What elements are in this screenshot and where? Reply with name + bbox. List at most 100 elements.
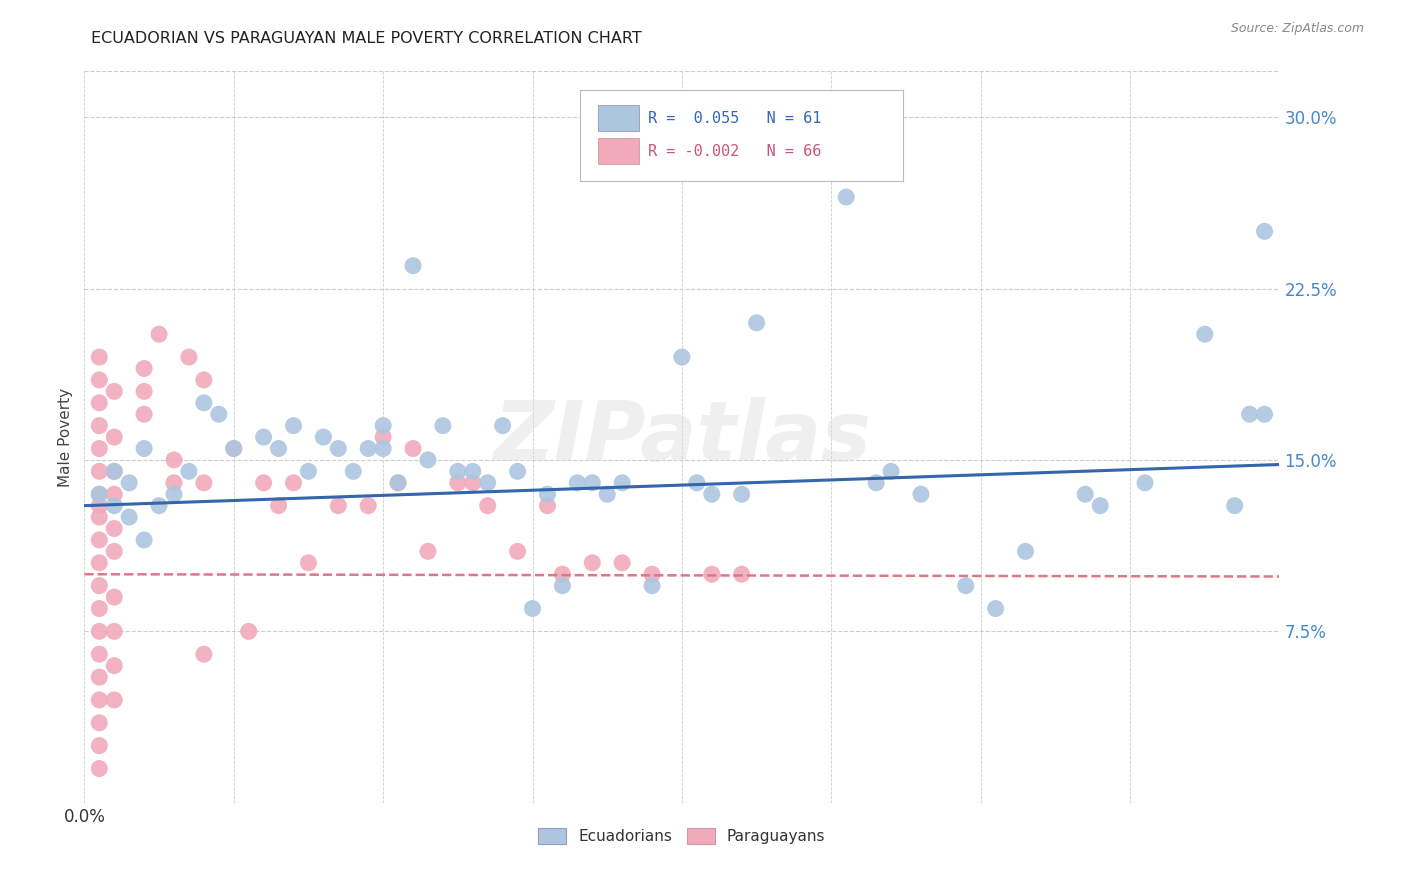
Point: [373, 442, 395, 456]
Point: [1090, 499, 1112, 513]
Point: [984, 601, 1007, 615]
Point: [612, 475, 634, 490]
Point: [551, 579, 574, 593]
Point: [671, 350, 693, 364]
Point: [1074, 487, 1097, 501]
Point: [373, 418, 395, 433]
Point: [1014, 544, 1036, 558]
Point: [700, 567, 723, 582]
Point: [132, 442, 156, 456]
Point: [416, 544, 439, 558]
Point: [193, 647, 215, 661]
Point: [522, 601, 544, 615]
Point: [328, 442, 350, 456]
Point: [461, 475, 484, 490]
Point: [89, 624, 111, 639]
Point: [267, 499, 290, 513]
Point: [89, 647, 111, 661]
Point: [118, 510, 141, 524]
Point: [506, 544, 529, 558]
Point: [103, 521, 125, 535]
FancyBboxPatch shape: [599, 138, 638, 164]
Point: [222, 442, 245, 456]
Point: [1239, 407, 1261, 421]
Point: [148, 327, 170, 342]
Point: [342, 464, 364, 478]
Point: [641, 567, 664, 582]
Point: [89, 670, 111, 684]
Point: [328, 499, 350, 513]
Point: [89, 350, 111, 364]
Point: [103, 464, 125, 478]
Point: [416, 453, 439, 467]
Point: [731, 487, 754, 501]
Point: [447, 464, 470, 478]
Point: [103, 487, 125, 501]
Point: [163, 487, 186, 501]
Point: [89, 487, 111, 501]
Point: [700, 487, 723, 501]
Point: [283, 418, 305, 433]
Point: [253, 430, 276, 444]
Point: [612, 556, 634, 570]
Point: [297, 464, 319, 478]
Point: [89, 499, 111, 513]
Point: [536, 499, 558, 513]
Point: [253, 475, 276, 490]
Point: [89, 510, 111, 524]
Point: [402, 259, 425, 273]
Point: [402, 442, 425, 456]
Point: [163, 475, 186, 490]
Point: [806, 133, 828, 147]
Point: [132, 407, 156, 421]
Point: [267, 442, 290, 456]
Point: [177, 350, 200, 364]
Point: [1253, 407, 1275, 421]
Point: [567, 475, 589, 490]
Point: [103, 624, 125, 639]
Point: [1194, 327, 1216, 342]
Point: [118, 475, 141, 490]
Y-axis label: Male Poverty: Male Poverty: [58, 387, 73, 487]
Point: [89, 442, 111, 456]
Text: R = -0.002   N = 66: R = -0.002 N = 66: [648, 144, 823, 159]
Point: [208, 407, 231, 421]
Point: [283, 475, 305, 490]
Point: [641, 579, 664, 593]
Point: [89, 739, 111, 753]
Point: [103, 658, 125, 673]
Point: [103, 384, 125, 399]
Point: [132, 361, 156, 376]
Point: [89, 601, 111, 615]
Point: [357, 442, 380, 456]
Point: [1253, 224, 1275, 238]
Point: [193, 396, 215, 410]
Point: [132, 384, 156, 399]
Point: [89, 373, 111, 387]
Point: [89, 556, 111, 570]
Point: [148, 499, 170, 513]
Point: [132, 533, 156, 547]
Point: [492, 418, 515, 433]
Point: [477, 475, 499, 490]
Point: [477, 499, 499, 513]
Point: [596, 487, 619, 501]
Point: [89, 464, 111, 478]
FancyBboxPatch shape: [599, 105, 638, 131]
Point: [955, 579, 977, 593]
Point: [222, 442, 245, 456]
Point: [312, 430, 335, 444]
Point: [193, 373, 215, 387]
FancyBboxPatch shape: [581, 90, 903, 181]
Point: [387, 475, 409, 490]
Point: [373, 430, 395, 444]
Point: [163, 453, 186, 467]
Text: Source: ZipAtlas.com: Source: ZipAtlas.com: [1230, 22, 1364, 36]
Point: [103, 590, 125, 604]
Point: [880, 464, 903, 478]
Point: [447, 475, 470, 490]
Point: [835, 190, 858, 204]
Point: [89, 418, 111, 433]
Point: [89, 715, 111, 730]
Point: [193, 475, 215, 490]
